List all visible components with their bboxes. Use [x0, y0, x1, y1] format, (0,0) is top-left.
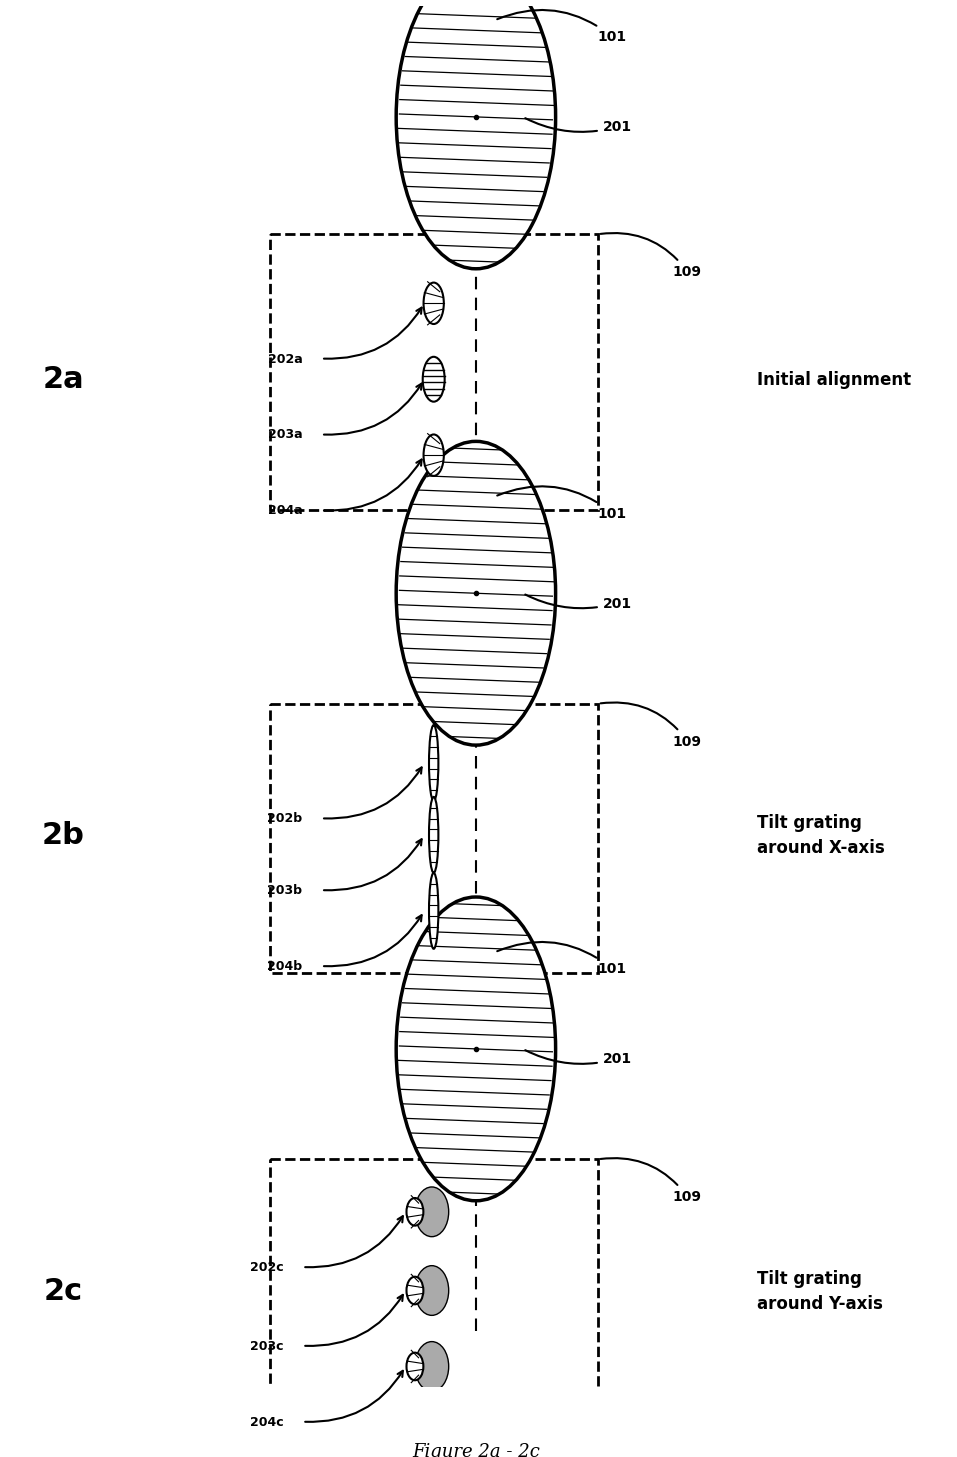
Ellipse shape	[429, 797, 438, 873]
Circle shape	[414, 1342, 449, 1391]
Ellipse shape	[407, 1352, 423, 1380]
Text: 101: 101	[497, 10, 627, 45]
Text: Figure 2a - 2c: Figure 2a - 2c	[412, 1442, 540, 1457]
Text: Tilt grating
around X-axis: Tilt grating around X-axis	[757, 813, 884, 857]
Text: 101: 101	[497, 487, 627, 520]
Text: 201: 201	[525, 118, 632, 134]
Ellipse shape	[423, 283, 444, 325]
Text: 203b: 203b	[267, 884, 302, 898]
Text: 203c: 203c	[250, 1339, 283, 1352]
Ellipse shape	[396, 441, 555, 746]
Text: 101: 101	[497, 943, 627, 976]
Text: 2c: 2c	[44, 1276, 82, 1305]
Ellipse shape	[407, 1276, 423, 1304]
Ellipse shape	[423, 434, 444, 476]
Text: 201: 201	[525, 1050, 632, 1067]
Text: 2a: 2a	[42, 366, 84, 393]
Text: 202b: 202b	[267, 812, 302, 825]
Circle shape	[414, 1266, 449, 1316]
Ellipse shape	[396, 898, 555, 1201]
Text: 2b: 2b	[42, 820, 84, 849]
Text: Tilt grating
around Y-axis: Tilt grating around Y-axis	[757, 1269, 882, 1313]
Text: 109: 109	[600, 233, 701, 280]
Text: 203a: 203a	[268, 428, 302, 441]
Text: 202c: 202c	[250, 1260, 283, 1273]
Text: 204b: 204b	[267, 960, 302, 973]
Ellipse shape	[429, 873, 438, 949]
Text: 204a: 204a	[268, 504, 302, 517]
Ellipse shape	[396, 0, 555, 270]
Text: 202a: 202a	[268, 353, 302, 366]
Ellipse shape	[429, 726, 438, 801]
Ellipse shape	[407, 1198, 423, 1225]
Text: 201: 201	[525, 594, 632, 610]
Text: Initial alignment: Initial alignment	[757, 370, 911, 389]
Circle shape	[414, 1187, 449, 1237]
Ellipse shape	[422, 357, 444, 402]
Text: 204c: 204c	[250, 1415, 283, 1428]
Text: 109: 109	[600, 702, 701, 749]
Text: 109: 109	[600, 1158, 701, 1203]
